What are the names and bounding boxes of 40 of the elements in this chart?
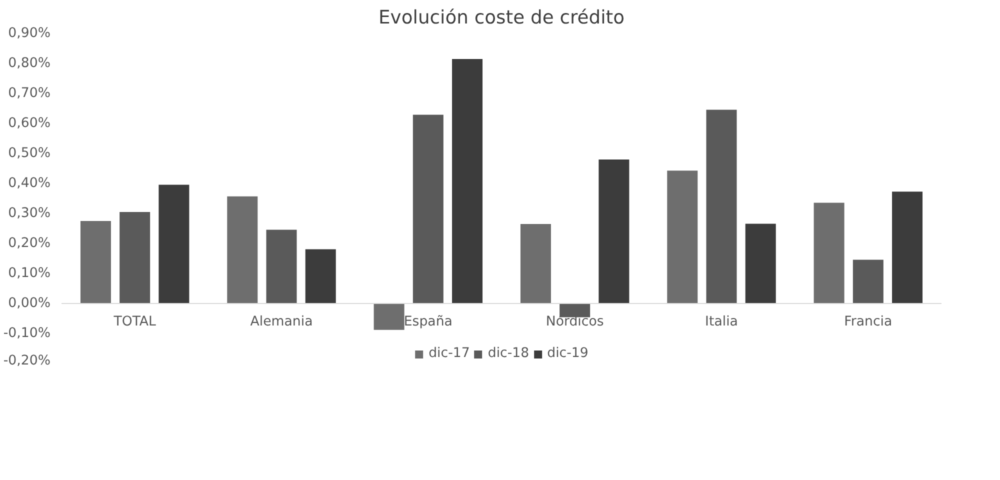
bar — [305, 249, 336, 304]
y-tick-label: -0,10% — [3, 326, 51, 341]
bar — [266, 230, 297, 304]
bar — [452, 59, 483, 304]
bar — [598, 160, 630, 304]
chart-title: Evolución coste de crédito — [378, 8, 624, 28]
bar — [706, 110, 737, 304]
legend-label: dic-19 — [547, 346, 588, 361]
y-tick-label: 0,60% — [8, 116, 51, 131]
y-tick-label: 0,40% — [8, 176, 51, 191]
y-tick-label: -0,20% — [3, 354, 51, 368]
y-tick-label: 0,10% — [8, 266, 51, 281]
x-tick-label: Francia — [844, 314, 892, 330]
y-tick-label: 0,80% — [8, 56, 51, 71]
bar — [852, 260, 884, 304]
y-tick-label: 0,20% — [8, 236, 51, 251]
bar — [227, 196, 258, 304]
y-tick-label: 0,30% — [8, 206, 51, 221]
legend-label: dic-18 — [488, 346, 530, 361]
bar — [667, 170, 698, 304]
x-tick-label: TOTAL — [112, 314, 157, 330]
x-tick-label: Italia — [705, 314, 738, 330]
x-tick-label: Nórdicos — [546, 314, 604, 330]
legend-label: dic-17 — [428, 346, 470, 361]
bar — [412, 114, 444, 304]
y-tick-label: 0,90% — [8, 26, 51, 41]
bar — [120, 212, 150, 304]
bar — [560, 304, 590, 318]
bar — [374, 304, 404, 330]
bar — [80, 221, 111, 304]
bar — [892, 192, 923, 304]
bar — [158, 184, 190, 304]
x-tick-label: España — [404, 314, 452, 330]
y-tick-label: 0,70% — [8, 86, 51, 101]
bar — [745, 224, 776, 304]
bar — [814, 202, 844, 304]
y-tick-label: 0,00% — [8, 296, 51, 311]
y-tick-label: 0,50% — [8, 146, 51, 161]
x-tick-label: Alemania — [250, 314, 313, 330]
bar — [520, 224, 551, 304]
